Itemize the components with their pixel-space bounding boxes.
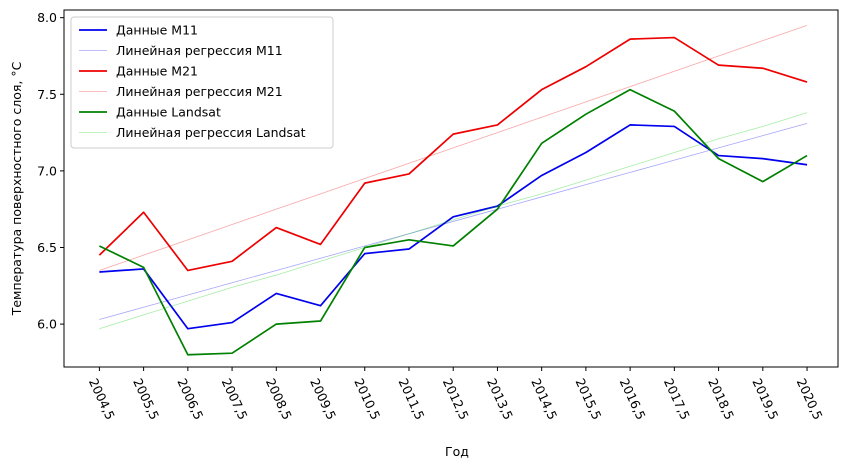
x-tick-label: 2019,5 bbox=[749, 376, 781, 422]
series-line-4 bbox=[99, 88, 808, 356]
x-tick-label: 2005,5 bbox=[130, 376, 162, 422]
series-line-5 bbox=[99, 112, 808, 330]
x-tick-label: 2015,5 bbox=[572, 376, 604, 422]
legend-box bbox=[70, 16, 334, 149]
legend-entry-5: Линейная регрессия Landsat bbox=[116, 125, 306, 140]
x-tick-label: 2009,5 bbox=[307, 376, 339, 422]
series-lines bbox=[98, 24, 808, 356]
x-tick-label: 2017,5 bbox=[661, 376, 693, 422]
series-line-1 bbox=[99, 122, 808, 320]
x-tick-label: 2013,5 bbox=[484, 376, 516, 422]
x-tick-label: 2008,5 bbox=[263, 376, 295, 422]
legend-entry-1: Линейная регрессия M11 bbox=[116, 43, 283, 58]
x-tick-label: 2010,5 bbox=[351, 376, 383, 422]
y-axis-label: Температура поверхностного слоя, °C bbox=[9, 61, 24, 316]
x-tick-label: 2012,5 bbox=[440, 376, 472, 422]
series-line-0 bbox=[99, 124, 808, 330]
x-tick-label: 2016,5 bbox=[617, 376, 649, 422]
legend-entry-2: Данные M21 bbox=[116, 64, 198, 79]
y-tick-label: 7.0 bbox=[37, 163, 57, 178]
y-tick-label: 8.0 bbox=[37, 10, 57, 25]
legend-entry-4: Данные Landsat bbox=[116, 105, 221, 120]
x-tick-label: 2014,5 bbox=[528, 376, 560, 422]
series-line-2 bbox=[98, 36, 808, 272]
x-axis: 2004,5 2005,5 2006,5 2007,5 2008,5 2009,5 2010… bbox=[86, 367, 826, 422]
x-tick-label: 2007,5 bbox=[219, 376, 251, 422]
x-tick-label: 2011,5 bbox=[396, 376, 428, 422]
legend-entry-0: Данные M11 bbox=[116, 23, 198, 38]
x-tick-label: 2018,5 bbox=[705, 376, 737, 422]
y-tick-label: 7.5 bbox=[37, 87, 57, 102]
x-axis-label: Год bbox=[445, 444, 469, 459]
legend: Данные M11 Линейная регрессия M11 Данные M… bbox=[70, 16, 334, 149]
y-tick-label: 6.5 bbox=[37, 240, 57, 255]
series-line-3 bbox=[99, 24, 808, 271]
y-axis: 6.0 6.5 7.0 7.5 8.0 bbox=[37, 10, 64, 332]
x-tick-label: 2004,5 bbox=[86, 376, 118, 422]
x-tick-label: 2006,5 bbox=[174, 376, 206, 422]
x-tick-label: 2020,5 bbox=[794, 376, 826, 422]
legend-entry-3: Линейная регрессия M21 bbox=[116, 84, 283, 99]
plot-frame bbox=[63, 9, 839, 368]
y-tick-label: 6.0 bbox=[37, 317, 57, 332]
